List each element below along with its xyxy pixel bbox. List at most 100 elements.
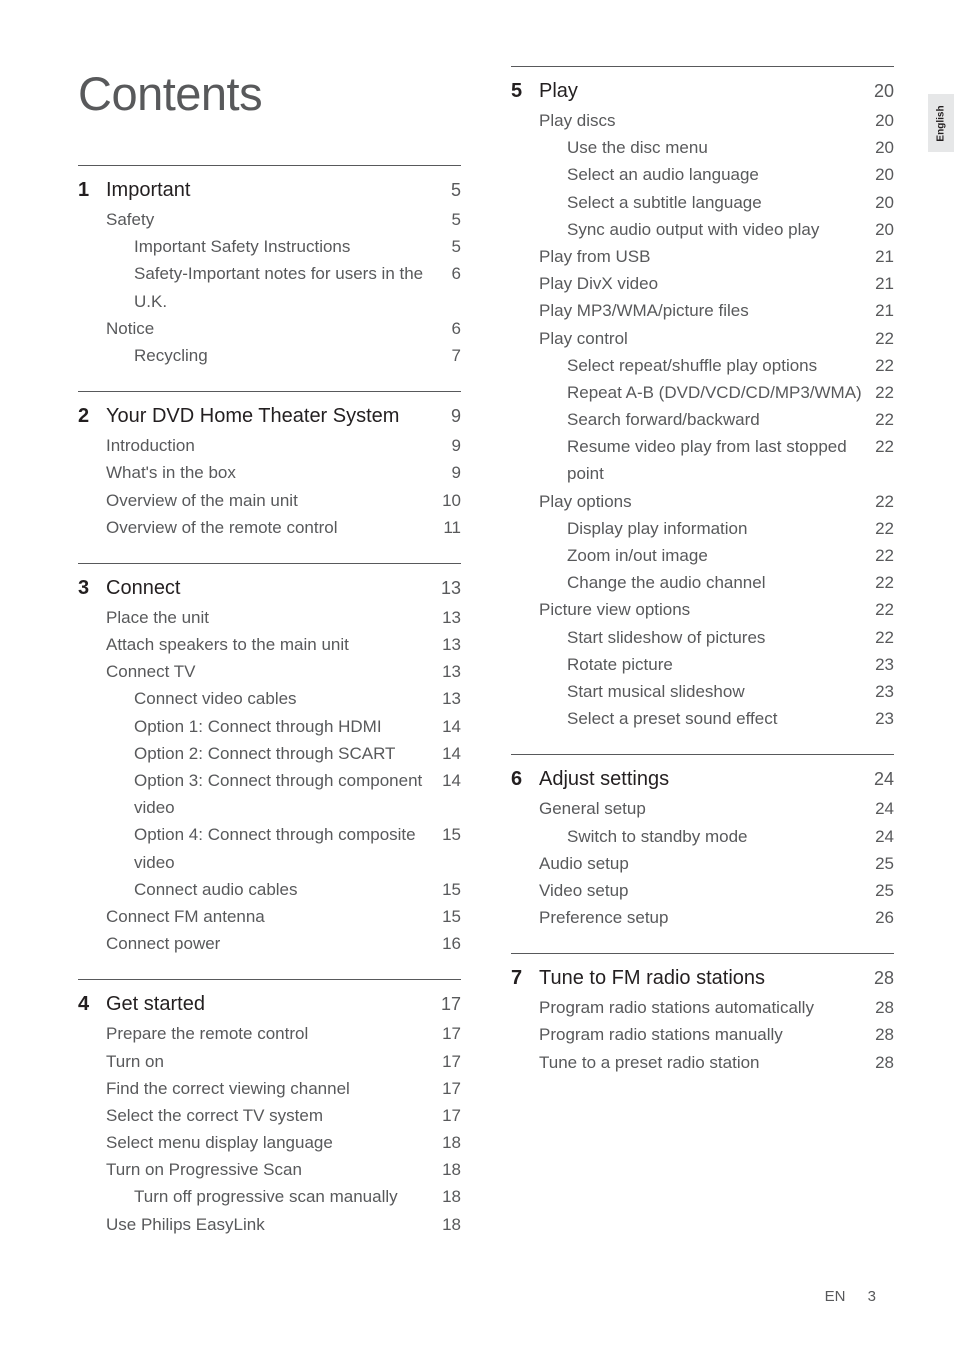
toc-label: Notice bbox=[106, 315, 437, 342]
toc-row: General setup24 bbox=[511, 795, 894, 822]
toc-row: Use the disc menu20 bbox=[511, 134, 894, 161]
toc-label: Rotate picture bbox=[567, 651, 870, 678]
toc-page-number: 14 bbox=[437, 767, 461, 794]
footer-lang: EN bbox=[825, 1288, 846, 1305]
language-tab: English bbox=[928, 94, 954, 152]
toc-label: Start slideshow of pictures bbox=[567, 624, 870, 651]
toc-label: Adjust settings bbox=[539, 763, 870, 795]
toc-page-number: 22 bbox=[870, 325, 894, 352]
toc-page-number: 5 bbox=[437, 176, 461, 205]
toc-page-number: 22 bbox=[870, 379, 894, 406]
toc-row: Switch to standby mode24 bbox=[511, 823, 894, 850]
toc-page-number: 9 bbox=[437, 459, 461, 486]
toc-row: Play MP3/WMA/picture files21 bbox=[511, 297, 894, 324]
toc-section: 5Play20Play discs20Use the disc menu20 Se… bbox=[511, 66, 894, 754]
toc-row: Play discs20 bbox=[511, 107, 894, 134]
toc-label: Option 1: Connect through HDMI bbox=[134, 713, 437, 740]
toc-section: 2Your DVD Home Theater System9Introducti… bbox=[78, 391, 461, 563]
toc-page-number: 20 bbox=[870, 134, 894, 161]
toc-label: Safety-Important notes for users in the … bbox=[134, 260, 437, 314]
toc-page-number: 18 bbox=[437, 1156, 461, 1183]
toc-row: Option 2: Connect through SCART14 bbox=[78, 740, 461, 767]
toc-page-number: 20 bbox=[870, 107, 894, 134]
toc-page-number: 20 bbox=[870, 161, 894, 188]
toc-page-number: 28 bbox=[870, 1021, 894, 1048]
toc-section: 4Get started17Prepare the remote control… bbox=[78, 979, 461, 1260]
toc-row: 4Get started17 bbox=[78, 988, 461, 1020]
toc-page-number: 6 bbox=[437, 315, 461, 342]
toc-label: Use Philips EasyLink bbox=[106, 1211, 437, 1238]
toc-row: Play DivX video21 bbox=[511, 270, 894, 297]
toc-page-number: 18 bbox=[437, 1183, 461, 1210]
toc-label: What's in the box bbox=[106, 459, 437, 486]
toc-page-number: 17 bbox=[437, 1075, 461, 1102]
toc-label: Play bbox=[539, 75, 870, 107]
toc-row: Important Safety Instructions5 bbox=[78, 233, 461, 260]
toc-row: Program radio stations automatically28 bbox=[511, 994, 894, 1021]
toc-label: Turn off progressive scan manually bbox=[134, 1183, 437, 1210]
section-number: 2 bbox=[78, 400, 106, 432]
toc-row: Zoom in/out image22 bbox=[511, 542, 894, 569]
toc-label: Select menu display language bbox=[106, 1129, 437, 1156]
toc-page-number: 17 bbox=[437, 1102, 461, 1129]
toc-label: Connect audio cables bbox=[134, 876, 437, 903]
toc-row: Safety-Important notes for users in the … bbox=[78, 260, 461, 314]
toc-page-number: 22 bbox=[870, 569, 894, 596]
toc-label: Overview of the remote control bbox=[106, 514, 437, 541]
toc-label: Connect FM antenna bbox=[106, 903, 437, 930]
left-column: Contents 1Important5Safety5Important Saf… bbox=[78, 66, 461, 1260]
toc-row: Option 1: Connect through HDMI14 bbox=[78, 713, 461, 740]
toc-page-number: 21 bbox=[870, 297, 894, 324]
toc-row: Prepare the remote control17 bbox=[78, 1020, 461, 1047]
toc-label: Safety bbox=[106, 206, 437, 233]
section-number: 4 bbox=[78, 988, 106, 1020]
toc-label: Zoom in/out image bbox=[567, 542, 870, 569]
toc-row: Video setup25 bbox=[511, 877, 894, 904]
toc-label: Turn on bbox=[106, 1048, 437, 1075]
toc-page-number: 14 bbox=[437, 713, 461, 740]
footer-page: 3 bbox=[868, 1288, 876, 1305]
toc-row: Option 3: Connect through component vide… bbox=[78, 767, 461, 821]
toc-page-number: 18 bbox=[437, 1211, 461, 1238]
toc-row: Connect video cables13 bbox=[78, 685, 461, 712]
toc-page-number: 15 bbox=[437, 876, 461, 903]
toc-label: Select the correct TV system bbox=[106, 1102, 437, 1129]
toc-label: Resume video play from last stopped poin… bbox=[567, 433, 870, 487]
toc-page-number: 13 bbox=[437, 658, 461, 685]
toc-label: Tune to FM radio stations bbox=[539, 962, 870, 994]
toc-row: Option 4: Connect through composite vide… bbox=[78, 821, 461, 875]
toc-label: Play options bbox=[539, 488, 870, 515]
toc-page-number: 9 bbox=[437, 432, 461, 459]
toc-label: Get started bbox=[106, 988, 437, 1020]
toc-page-number: 10 bbox=[437, 487, 461, 514]
toc-page-number: 7 bbox=[437, 342, 461, 369]
toc-label: Select repeat/shuffle play options bbox=[567, 352, 870, 379]
toc-label: Option 3: Connect through component vide… bbox=[134, 767, 437, 821]
toc-row: Connect FM antenna15 bbox=[78, 903, 461, 930]
toc-page-number: 24 bbox=[870, 823, 894, 850]
toc-label: Use the disc menu bbox=[567, 134, 870, 161]
toc-row: Start musical slideshow23 bbox=[511, 678, 894, 705]
toc-label: Program radio stations automatically bbox=[539, 994, 870, 1021]
toc-section: 7Tune to FM radio stations28Program radi… bbox=[511, 953, 894, 1098]
toc-row: Audio setup25 bbox=[511, 850, 894, 877]
section-number: 7 bbox=[511, 962, 539, 994]
toc-label: Audio setup bbox=[539, 850, 870, 877]
toc-row: Place the unit13 bbox=[78, 604, 461, 631]
toc-row: 5Play20 bbox=[511, 75, 894, 107]
toc-label: Connect power bbox=[106, 930, 437, 957]
toc-row: 6Adjust settings24 bbox=[511, 763, 894, 795]
toc-page-number: 5 bbox=[437, 206, 461, 233]
right-column: 5Play20Play discs20Use the disc menu20 Se… bbox=[511, 66, 894, 1260]
toc-page-number: 25 bbox=[870, 877, 894, 904]
toc-label: Important Safety Instructions bbox=[134, 233, 437, 260]
toc-row: Use Philips EasyLink18 bbox=[78, 1211, 461, 1238]
toc-row: Attach speakers to the main unit13 bbox=[78, 631, 461, 658]
toc-row: Display play information22 bbox=[511, 515, 894, 542]
toc-page-number: 6 bbox=[437, 260, 461, 287]
toc-row: Find the correct viewing channel17 bbox=[78, 1075, 461, 1102]
toc-label: Connect bbox=[106, 572, 437, 604]
page-container: Contents 1Important5Safety5Important Saf… bbox=[0, 0, 954, 1300]
toc-row: Select menu display language18 bbox=[78, 1129, 461, 1156]
toc-label: Preference setup bbox=[539, 904, 870, 931]
